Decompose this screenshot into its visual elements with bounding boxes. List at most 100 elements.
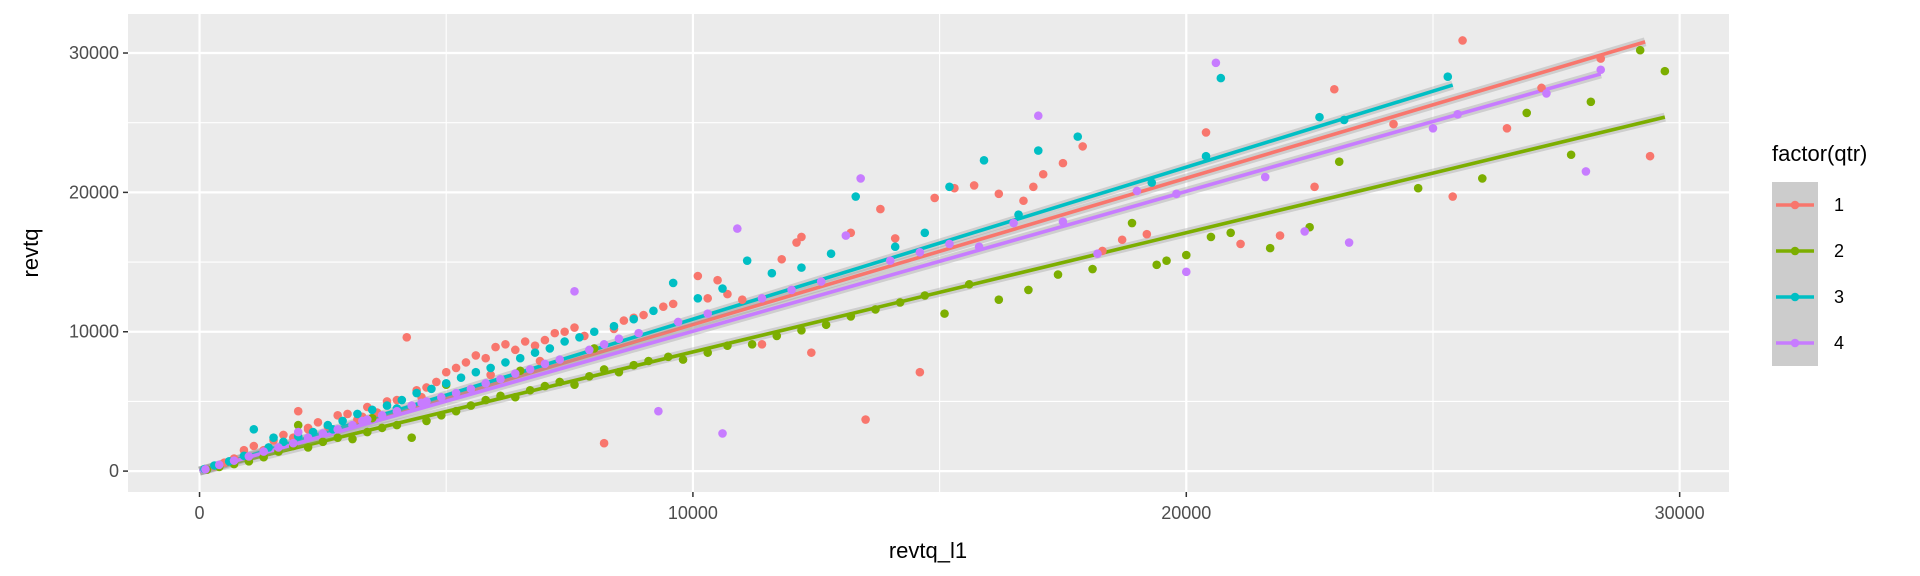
point-series-3-37	[826, 249, 836, 258]
point-series-1-58	[861, 415, 870, 424]
point-series-2-15	[422, 416, 431, 426]
point-series-2-47	[1053, 270, 1063, 279]
point-series-4-51	[1211, 58, 1221, 68]
point-series-3-25	[560, 337, 569, 346]
point-series-1-79	[1389, 119, 1398, 129]
point-series-4-33	[718, 429, 727, 438]
point-series-4-5	[274, 443, 283, 452]
point-series-2-18	[466, 401, 476, 410]
point-series-2-62	[1586, 97, 1596, 107]
point-series-1-62	[930, 193, 939, 203]
point-series-4-19	[481, 379, 490, 388]
point-series-1-54	[792, 238, 801, 247]
point-series-3-43	[1014, 210, 1023, 219]
point-series-1-37	[560, 327, 569, 337]
point-series-3-50	[1339, 115, 1349, 125]
y-tick-label: 20000	[69, 182, 119, 202]
point-series-2-8	[318, 437, 328, 447]
point-series-3-20	[486, 363, 495, 373]
point-series-1-59	[876, 204, 885, 214]
point-series-1-44	[639, 310, 648, 320]
point-series-4-58	[1581, 167, 1591, 176]
point-series-4-8	[318, 429, 328, 438]
point-series-4-21	[510, 369, 520, 378]
point-series-2-52	[1181, 250, 1191, 260]
point-series-4-46	[1058, 217, 1068, 226]
point-series-3-26	[575, 333, 584, 342]
point-series-2-40	[871, 305, 880, 314]
point-series-2-32	[678, 355, 688, 364]
point-series-4-34	[733, 224, 742, 233]
point-series-2-20	[496, 391, 505, 401]
point-series-4-12	[377, 411, 387, 420]
point-series-3-40	[920, 228, 930, 238]
point-series-1-34	[530, 341, 540, 350]
point-series-1-48	[703, 293, 713, 303]
point-series-3-44	[1033, 146, 1043, 155]
point-series-3-6	[279, 437, 288, 447]
point-series-1-12	[313, 418, 323, 427]
point-series-3-12	[367, 405, 377, 415]
point-series-4-25	[570, 287, 579, 296]
point-series-3-23	[530, 348, 540, 357]
point-series-4-41	[915, 248, 925, 257]
point-series-4-40	[885, 256, 895, 265]
point-series-1-80	[1458, 36, 1467, 45]
point-series-2-60	[1522, 108, 1532, 118]
point-series-1-10	[293, 406, 303, 416]
point-series-1-31	[501, 339, 510, 349]
point-series-4-52	[1260, 172, 1270, 182]
point-series-3-24	[545, 344, 555, 353]
point-series-3-35	[767, 268, 777, 278]
point-series-4-43	[974, 242, 984, 252]
point-series-2-35	[747, 339, 757, 349]
point-series-4-23	[540, 359, 550, 369]
point-series-1-85	[1645, 151, 1655, 161]
point-series-1-40	[599, 438, 609, 448]
point-series-4-42	[945, 239, 954, 249]
point-series-4-60	[293, 427, 303, 437]
point-series-3-30	[649, 306, 658, 316]
point-series-1-36	[550, 328, 560, 338]
point-series-2-7	[303, 443, 313, 452]
point-series-3-19	[471, 367, 481, 377]
point-series-4-44	[1009, 218, 1018, 228]
point-series-4-1	[214, 460, 224, 470]
point-series-3-16	[427, 384, 436, 394]
point-series-2-38	[821, 320, 831, 330]
point-series-2-46	[1024, 285, 1033, 295]
point-series-1-89	[486, 370, 495, 380]
point-series-2-29	[629, 360, 639, 370]
point-series-4-50	[1181, 267, 1191, 277]
point-series-2-58	[1413, 183, 1423, 193]
point-series-4-61	[358, 416, 367, 426]
point-series-3-48	[1216, 73, 1226, 83]
point-series-2-53	[1206, 232, 1216, 242]
point-series-1-51	[737, 295, 747, 304]
point-series-3-15	[412, 388, 421, 398]
point-series-3-47	[1201, 151, 1211, 161]
point-series-4-54	[1344, 238, 1354, 247]
point-series-1-30	[491, 342, 500, 352]
point-series-4-59	[1596, 65, 1606, 75]
point-series-1-73	[1142, 229, 1152, 239]
point-series-2-57	[1334, 157, 1344, 167]
point-series-2-44	[964, 280, 974, 289]
point-series-4-27	[599, 339, 609, 349]
point-series-2-37	[797, 326, 806, 335]
point-series-3-11	[353, 409, 362, 419]
point-series-1-65	[994, 189, 1004, 199]
point-series-3-36	[797, 263, 806, 272]
point-series-2-43	[940, 309, 949, 318]
point-series-1-26	[451, 363, 461, 373]
point-series-2-25	[570, 380, 579, 389]
point-series-1-29	[481, 353, 490, 363]
point-series-2-19	[481, 395, 490, 405]
point-series-4-24	[555, 355, 565, 364]
point-series-1-69	[1058, 158, 1068, 168]
point-series-1-33	[520, 337, 530, 346]
x-tick-label: 20000	[1161, 503, 1211, 523]
point-series-2-17	[451, 406, 461, 416]
y-tick-label: 10000	[69, 322, 119, 342]
point-series-1-61	[915, 367, 925, 377]
